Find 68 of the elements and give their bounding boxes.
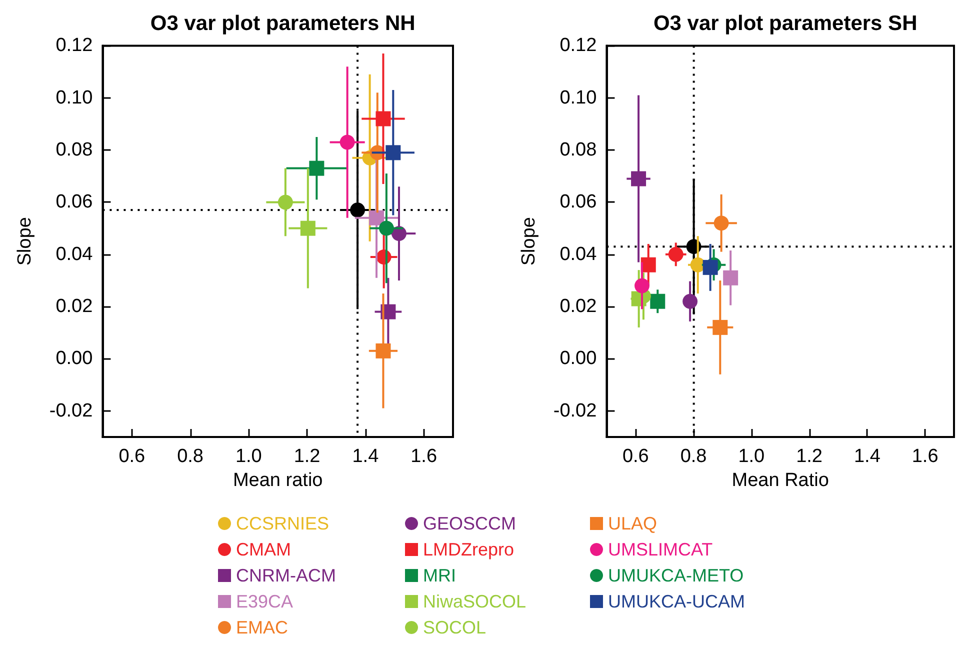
point [668, 246, 684, 262]
x-tick-label: 1.2 [796, 446, 823, 467]
x-tick-label: 1.4 [352, 446, 380, 467]
point [350, 202, 366, 218]
point [723, 270, 738, 286]
legend-label: UMSLIMCAT [608, 540, 713, 560]
legend-label: CCSRNIES [236, 514, 330, 534]
legend-label: UMUKCA-METO [608, 566, 744, 586]
point [640, 257, 656, 272]
y-tick-label: 0.00 [560, 348, 597, 370]
x-tick-label: 1.2 [294, 446, 320, 467]
point [369, 210, 384, 226]
x-tick-label: 0.8 [680, 446, 707, 467]
legend-label: LMDZrepro [423, 540, 514, 560]
x-axis-title: Mean ratio [232, 470, 323, 491]
legend-label: CMAM [236, 540, 291, 560]
legend-label: MRI [423, 566, 456, 586]
legend-label: GEOSCCM [423, 514, 516, 534]
x-axis-title: Mean Ratio [732, 470, 829, 491]
chart-title: O3 var plot parameters NH [150, 12, 416, 35]
point [682, 294, 698, 309]
point [631, 171, 646, 186]
x-tick-label: 0.8 [177, 446, 204, 467]
point [650, 294, 666, 309]
y-axis-title: Slope [518, 217, 540, 266]
point [340, 134, 355, 150]
x-tick-label: 1.0 [235, 446, 262, 467]
y-tick-label: 0.10 [56, 87, 93, 108]
point [702, 260, 718, 275]
y-tick-label: 0.12 [56, 35, 93, 56]
chart-title: O3 var plot parameters SH [653, 12, 918, 35]
x-tick-label: 1.6 [912, 446, 938, 467]
y-tick-label: -0.02 [49, 400, 93, 422]
y-tick-label: 0.06 [56, 192, 93, 213]
y-tick-label: 0.04 [560, 244, 598, 265]
x-tick-label: 1.4 [854, 446, 881, 467]
y-tick-label: 0.12 [560, 35, 597, 56]
y-tick-label: 0.02 [56, 296, 93, 318]
legend-label: EMAC [236, 618, 288, 638]
point [378, 220, 394, 236]
legend-label: NiwaSOCOL [423, 592, 526, 612]
y-tick-label: 0.10 [560, 87, 597, 108]
y-tick-label: 0.08 [56, 140, 93, 161]
y-tick-label: 0.08 [560, 140, 597, 161]
x-tick-label: 1.6 [410, 446, 438, 467]
point [376, 343, 391, 358]
legend-label: ULAQ [608, 514, 658, 534]
legend-label: UMUKCA-UCAM [608, 592, 745, 612]
point [634, 278, 650, 294]
x-tick-label: 0.6 [622, 446, 649, 467]
point [376, 111, 391, 126]
y-axis-title: Slope [14, 217, 36, 266]
point [386, 145, 401, 160]
point [300, 220, 316, 236]
legend-label: SOCOL [423, 618, 486, 638]
point [278, 194, 293, 210]
x-tick-label: 0.6 [118, 446, 146, 467]
legend-label: E39CA [236, 592, 294, 612]
y-tick-label: -0.02 [553, 400, 597, 422]
x-tick-label: 1.0 [738, 446, 765, 467]
y-tick-label: 0.06 [560, 192, 597, 213]
legend-label: CNRM-ACM [236, 566, 336, 586]
y-tick-label: 0.04 [56, 244, 94, 265]
y-tick-label: 0.02 [560, 296, 597, 318]
y-tick-label: 0.00 [56, 348, 93, 370]
point [714, 216, 729, 231]
point [309, 160, 324, 176]
point [712, 320, 728, 335]
